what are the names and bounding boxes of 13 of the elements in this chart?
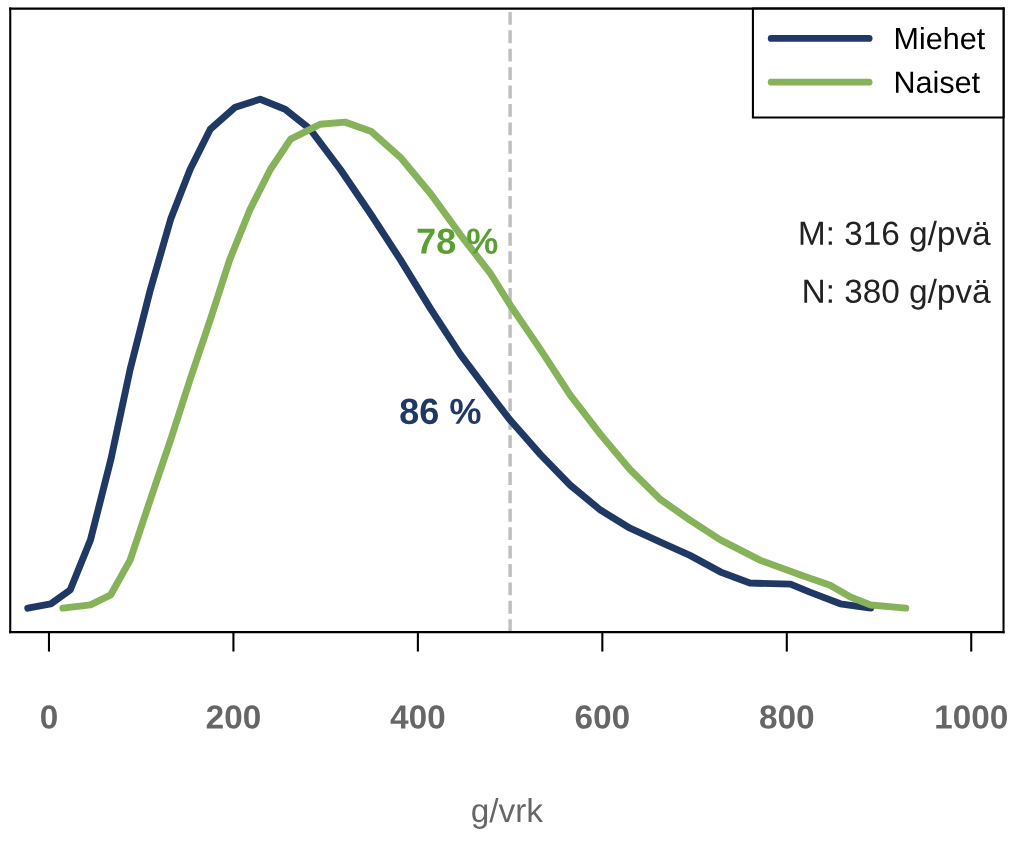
annotation: M: 316 g/pvä bbox=[800, 220, 991, 252]
legend-label: Miehet bbox=[895, 26, 985, 50]
x-tick-label: 0 bbox=[41, 705, 57, 729]
x-tick-label: 800 bbox=[760, 705, 814, 729]
annotation: N: 380 g/pvä bbox=[804, 278, 991, 310]
x-tick-label: 200 bbox=[206, 705, 260, 729]
annotation: 86 % bbox=[400, 398, 481, 425]
annotation: 78 % bbox=[417, 228, 498, 254]
x-axis-title: g/vrk bbox=[472, 797, 544, 829]
legend-label: Naiset bbox=[895, 70, 980, 94]
x-tick-label: 600 bbox=[575, 705, 629, 729]
x-tick-label: 400 bbox=[390, 705, 445, 729]
x-tick-label: 1000 bbox=[936, 705, 1007, 729]
